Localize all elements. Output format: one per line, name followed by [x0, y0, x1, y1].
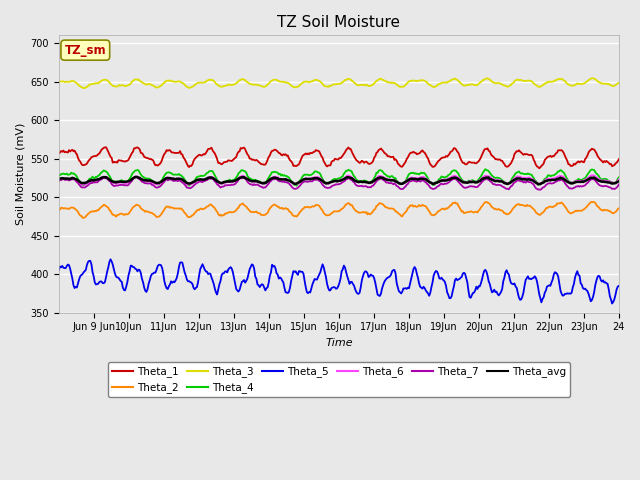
- Theta_avg: [359, 179, 367, 185]
- Theta_1: [322, 162, 330, 168]
- Line: Theta_2: Theta_2: [59, 202, 619, 218]
- Line: Theta_3: Theta_3: [59, 78, 619, 88]
- Theta_6: [604, 178, 611, 184]
- Line: Theta_6: Theta_6: [59, 175, 619, 185]
- Theta_2: [615, 205, 623, 211]
- Theta_3: [322, 84, 330, 89]
- Theta_1: [102, 144, 110, 150]
- Theta_avg: [389, 178, 397, 183]
- Theta_6: [322, 180, 330, 186]
- Theta_3: [389, 80, 397, 86]
- Theta_avg: [534, 181, 542, 187]
- Theta_1: [604, 159, 611, 165]
- Text: TZ_sm: TZ_sm: [65, 44, 106, 57]
- Theta_2: [326, 212, 333, 218]
- Theta_3: [604, 81, 611, 87]
- Theta_5: [389, 267, 397, 273]
- Theta_avg: [55, 176, 63, 182]
- Theta_7: [389, 181, 397, 187]
- Line: Theta_1: Theta_1: [59, 147, 619, 168]
- Theta_2: [322, 212, 330, 218]
- Theta_4: [516, 170, 524, 176]
- Theta_2: [389, 206, 397, 212]
- Line: Theta_5: Theta_5: [59, 259, 619, 303]
- Theta_3: [515, 77, 523, 83]
- Theta_3: [81, 85, 88, 91]
- Theta_5: [603, 280, 611, 286]
- Theta_7: [536, 187, 544, 192]
- Theta_6: [515, 174, 523, 180]
- Theta_avg: [326, 180, 333, 186]
- Theta_7: [615, 181, 623, 187]
- Theta_3: [55, 79, 63, 85]
- Theta_2: [79, 215, 86, 221]
- Theta_4: [604, 178, 611, 183]
- Theta_1: [535, 165, 543, 171]
- Theta_7: [132, 174, 140, 180]
- Theta_6: [589, 172, 597, 178]
- Theta_3: [615, 80, 623, 86]
- Theta_1: [515, 147, 523, 153]
- Theta_6: [359, 179, 367, 184]
- Theta_1: [326, 163, 333, 168]
- Theta_4: [326, 180, 333, 186]
- Theta_avg: [515, 176, 523, 181]
- Theta_3: [588, 75, 596, 81]
- Theta_4: [359, 178, 367, 184]
- Theta_6: [389, 177, 397, 183]
- Theta_avg: [604, 180, 611, 185]
- Theta_5: [107, 256, 115, 262]
- Y-axis label: Soil Moisture (mV): Soil Moisture (mV): [15, 123, 25, 225]
- Line: Theta_7: Theta_7: [59, 177, 619, 190]
- Theta_3: [359, 82, 367, 88]
- Theta_5: [615, 283, 623, 289]
- Theta_5: [359, 273, 367, 279]
- Theta_1: [55, 151, 63, 156]
- Theta_7: [55, 178, 63, 184]
- Theta_2: [55, 207, 63, 213]
- Title: TZ Soil Moisture: TZ Soil Moisture: [277, 15, 401, 30]
- Theta_avg: [322, 180, 330, 186]
- Theta_6: [79, 182, 86, 188]
- Theta_avg: [132, 174, 140, 180]
- Theta_avg: [615, 179, 623, 184]
- Theta_1: [389, 154, 397, 160]
- Line: Theta_4: Theta_4: [59, 169, 619, 186]
- Theta_4: [55, 172, 63, 178]
- Theta_6: [326, 180, 333, 186]
- Theta_1: [615, 156, 623, 162]
- Theta_5: [55, 267, 63, 273]
- Theta_5: [515, 295, 523, 300]
- X-axis label: Time: Time: [325, 338, 353, 348]
- Theta_6: [615, 176, 623, 182]
- Theta_5: [608, 300, 616, 306]
- Line: Theta_avg: Theta_avg: [59, 177, 619, 184]
- Theta_7: [359, 183, 367, 189]
- Theta_3: [326, 83, 333, 89]
- Legend: Theta_1, Theta_2, Theta_3, Theta_4, Theta_5, Theta_6, Theta_7, Theta_avg: Theta_1, Theta_2, Theta_3, Theta_4, Thet…: [108, 362, 570, 397]
- Theta_4: [293, 183, 301, 189]
- Theta_2: [515, 201, 523, 207]
- Theta_7: [326, 185, 333, 191]
- Theta_5: [322, 274, 330, 280]
- Theta_2: [588, 199, 596, 205]
- Theta_7: [515, 178, 523, 183]
- Theta_2: [604, 207, 611, 213]
- Theta_6: [55, 178, 63, 183]
- Theta_4: [389, 175, 397, 180]
- Theta_5: [326, 288, 333, 293]
- Theta_2: [359, 209, 367, 215]
- Theta_4: [481, 166, 489, 172]
- Theta_4: [322, 181, 330, 187]
- Theta_1: [359, 158, 367, 164]
- Theta_7: [322, 185, 330, 191]
- Theta_7: [604, 183, 611, 189]
- Theta_4: [615, 175, 623, 180]
